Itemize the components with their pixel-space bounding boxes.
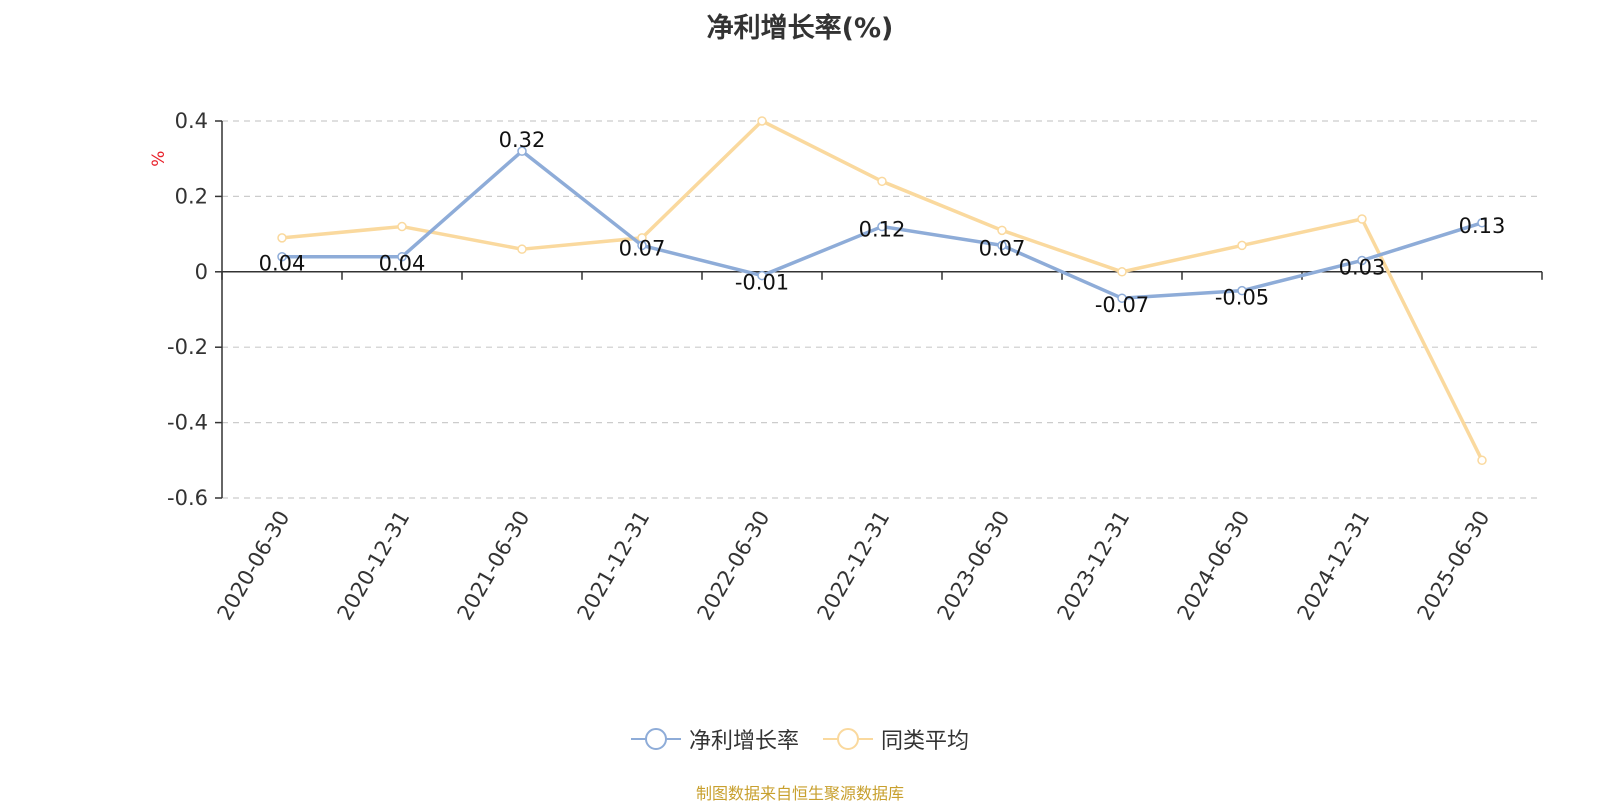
series-2-point <box>1357 214 1367 224</box>
x-tick-label: 2024-06-30 <box>1173 507 1255 625</box>
legend: 净利增长率 同类平均 <box>0 723 1600 755</box>
x-tick-label: 2020-06-30 <box>213 507 295 625</box>
y-tick-label: 0.4 <box>175 109 208 133</box>
x-tick-label: 2022-06-30 <box>693 507 775 625</box>
series-1-point <box>1237 285 1247 296</box>
data-label: -0.01 <box>735 271 789 295</box>
x-tick-label: 2023-12-31 <box>1053 507 1135 625</box>
y-tick-label: 0.2 <box>175 184 208 208</box>
x-tick-label: 2024-12-31 <box>1293 507 1375 625</box>
series-1-point <box>637 240 647 251</box>
series-2-point <box>517 244 527 254</box>
data-label: 0.12 <box>859 218 906 242</box>
series-1-point <box>757 270 767 281</box>
y-tick-label: -0.2 <box>167 335 208 359</box>
data-source-note: 制图数据来自恒生聚源数据库 <box>695 784 904 803</box>
x-tick-label: 2020-12-31 <box>333 507 415 625</box>
y-tick-label: 0 <box>195 260 208 284</box>
series-1-point <box>877 221 887 232</box>
data-label: -0.07 <box>1095 293 1149 317</box>
x-tick-label: 2021-06-30 <box>453 507 535 625</box>
x-tick-label: 2022-12-31 <box>813 507 895 625</box>
series-2-point <box>397 221 407 232</box>
data-label: -0.05 <box>1215 286 1269 310</box>
legend-item-series-2[interactable]: 同类平均 <box>823 723 969 755</box>
data-label: 0.04 <box>259 252 306 276</box>
data-label: 0.13 <box>1459 214 1506 238</box>
data-label: 0.03 <box>1339 255 1386 279</box>
series-2-point <box>277 233 287 243</box>
series-1-point <box>997 240 1007 251</box>
series-2-point <box>1477 455 1487 466</box>
y-tick-label: -0.6 <box>167 486 208 510</box>
series-1-point <box>1357 255 1367 266</box>
series-2-point <box>757 116 767 126</box>
series-2-point <box>877 176 887 187</box>
data-label: 0.07 <box>619 236 666 260</box>
x-tick-label: 2023-06-30 <box>933 507 1015 625</box>
series-1-point <box>277 251 287 262</box>
series-1-point <box>1117 293 1127 303</box>
data-label: 0.32 <box>499 128 546 152</box>
series-2-point <box>1237 240 1247 251</box>
y-axis-label: % <box>149 151 169 167</box>
chart-title: 净利增长率(%) <box>706 13 894 44</box>
legend-item-series-1[interactable]: 净利增长率 <box>630 723 799 755</box>
series-1-point <box>517 146 527 156</box>
legend-marker-series-2 <box>823 728 873 750</box>
x-tick-label: 2021-12-31 <box>573 507 655 625</box>
data-label: 0.07 <box>979 236 1026 260</box>
data-label: 0.04 <box>379 252 426 276</box>
x-tick-label: 2025-06-30 <box>1413 507 1495 625</box>
legend-label-series-1: 净利增长率 <box>688 729 799 754</box>
series-2-point <box>997 225 1007 236</box>
legend-marker-series-1 <box>630 728 681 750</box>
series-1-point <box>1477 218 1487 228</box>
series-2-point <box>1117 267 1127 277</box>
legend-label-series-2: 同类平均 <box>881 729 970 754</box>
series-line-2 <box>281 119 1484 462</box>
y-tick-label: -0.4 <box>167 411 208 435</box>
series-1-point <box>397 251 407 262</box>
